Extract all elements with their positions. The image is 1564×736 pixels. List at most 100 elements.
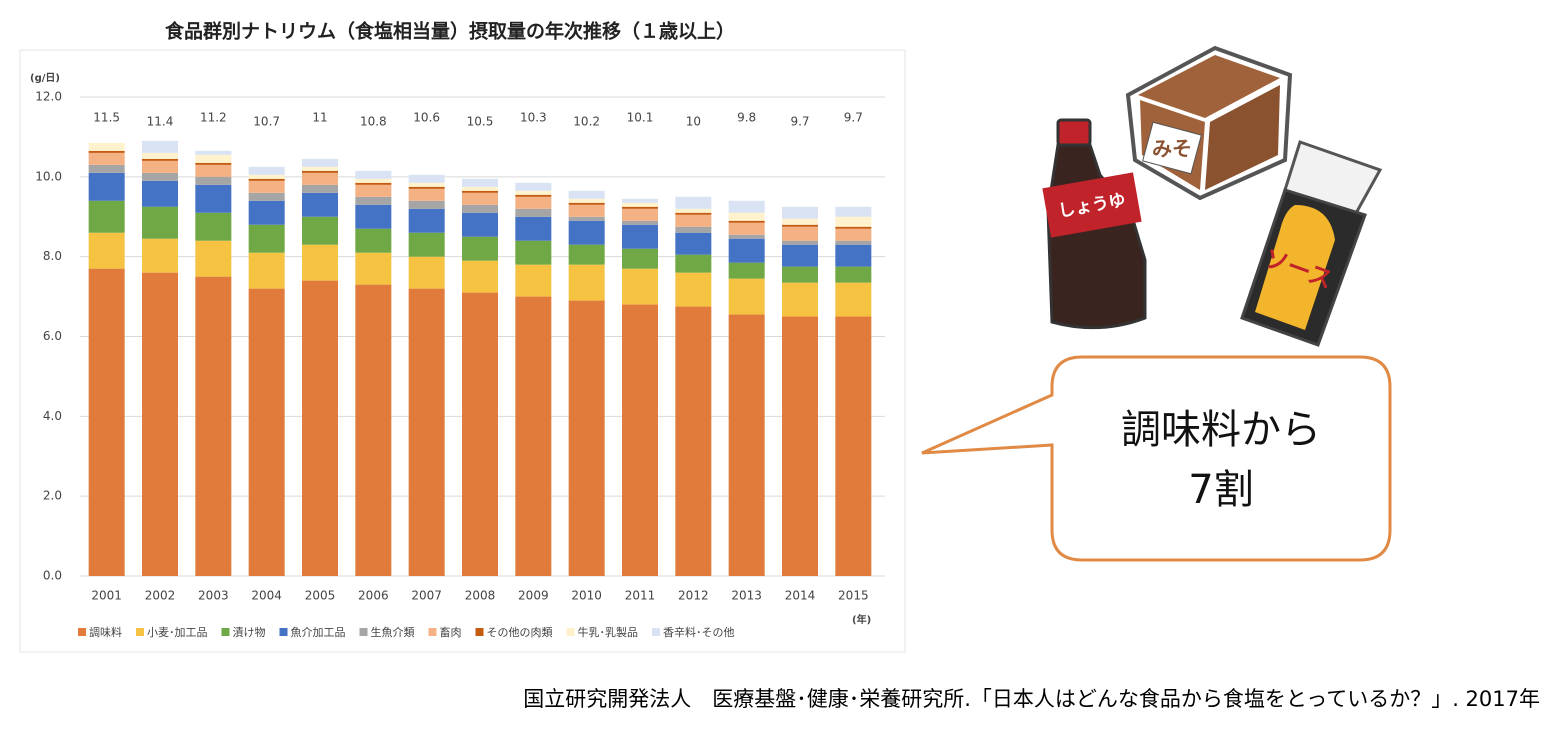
legend-label: 生魚介類 [371, 625, 415, 639]
legend-label: 魚介加工品 [291, 626, 346, 639]
total-label: 9.7 [790, 115, 809, 129]
x-tick-label: 2012 [678, 589, 709, 603]
bar-segment [462, 204, 498, 213]
total-label: 10.3 [520, 111, 547, 125]
bar-segment [248, 192, 285, 201]
bar-segment [248, 166, 285, 175]
bar-segment [408, 208, 445, 233]
callout-text: 調味料から [1121, 407, 1321, 453]
y-tick-label: 0.0 [43, 569, 62, 583]
bar-segment [675, 254, 712, 273]
bar-segment [355, 204, 392, 229]
bar-segment [568, 216, 605, 221]
legend-swatch [78, 628, 86, 636]
legend-label: 小麦･加工品 [147, 626, 208, 639]
bar-segment [728, 262, 765, 279]
x-tick-label: 2006 [358, 589, 389, 603]
bar-segment [782, 224, 818, 227]
bar-segment [355, 196, 392, 205]
bar-segment [248, 200, 285, 225]
bar-segment [568, 190, 605, 199]
bar-segment [195, 212, 232, 241]
bar-segment [408, 200, 445, 209]
legend-swatch [428, 628, 437, 636]
total-label: 10.8 [360, 115, 387, 129]
bar-segment [515, 264, 552, 297]
bar-segment [355, 178, 392, 183]
bar-segment [728, 314, 765, 576]
bar-segment [835, 282, 872, 317]
bar-segment [622, 268, 658, 305]
bar-segment [248, 174, 285, 179]
bar-segment [515, 190, 552, 195]
total-label: 11.4 [147, 115, 174, 129]
bar-segment [142, 206, 178, 239]
bar-segment [88, 232, 125, 269]
bar-segment [675, 272, 712, 307]
x-unit: (年) [852, 613, 871, 626]
bar-segment [835, 206, 872, 217]
bar-segment [302, 192, 338, 217]
y-tick-label: 10.0 [35, 169, 62, 183]
miso-illustration: みそ [1125, 45, 1293, 201]
bar-segment [355, 252, 392, 285]
total-label: 10.7 [253, 115, 280, 129]
y-tick-label: 8.0 [43, 249, 62, 263]
bar-segment [835, 266, 872, 283]
bar-segment [248, 178, 285, 181]
bar-segment [248, 288, 285, 576]
bar-segment [835, 240, 872, 245]
bar-segment [515, 182, 552, 191]
legend-swatch [566, 628, 575, 636]
bar-segment [195, 164, 232, 177]
bar-segment [302, 216, 338, 245]
bar-segment [88, 142, 125, 151]
bar-segment [622, 206, 658, 209]
legend-label: 調味料 [89, 625, 122, 639]
bar-segment [355, 170, 392, 179]
bar-segment [248, 224, 285, 253]
x-tick-label: 2003 [198, 589, 229, 603]
bar-segment [355, 184, 392, 197]
source-citation: 国立研究開発法人 医療基盤･健康･栄養研究所.「日本人はどんな食品から食塩をとっ… [523, 687, 1540, 711]
total-label: 11 [312, 111, 327, 125]
bar-segment [675, 212, 712, 215]
bar-segment [408, 188, 445, 201]
bar-segment [355, 228, 392, 253]
bar-segment [462, 260, 498, 293]
bar-segment [675, 306, 712, 576]
bar-segment [195, 276, 232, 576]
bar-segment [782, 218, 818, 225]
bar-segment [408, 182, 445, 187]
bar-segment [675, 214, 712, 227]
bar-segment [88, 200, 125, 233]
bar-segment [728, 238, 765, 263]
x-tick-label: 2013 [731, 589, 762, 603]
callout-bubble [921, 355, 1392, 562]
bar-segment [782, 206, 818, 219]
bar-segment [622, 220, 658, 225]
bar-segment [835, 226, 872, 229]
bar-segment [675, 208, 712, 213]
bar-segment [835, 316, 872, 576]
soy-illustration: しょうゆ [1042, 118, 1147, 330]
legend-swatch [279, 628, 288, 636]
bar-segment [142, 160, 178, 173]
bar-segment [88, 152, 125, 165]
bar-segment [515, 208, 552, 217]
bar-segment [782, 226, 818, 241]
bar-segment [675, 232, 712, 255]
x-tick-label: 2014 [785, 589, 816, 603]
x-tick-label: 2010 [571, 589, 602, 603]
bar-segment [515, 296, 552, 576]
bar-segment [568, 204, 605, 217]
legend-label: 畜肉 [440, 625, 462, 639]
bar-segment [728, 220, 765, 223]
bar-segment [675, 196, 712, 209]
bar-segment [728, 212, 765, 221]
x-tick-label: 2005 [305, 589, 336, 603]
bar-segment [515, 196, 552, 209]
x-tick-label: 2015 [838, 589, 869, 603]
legend-swatch [475, 628, 484, 636]
